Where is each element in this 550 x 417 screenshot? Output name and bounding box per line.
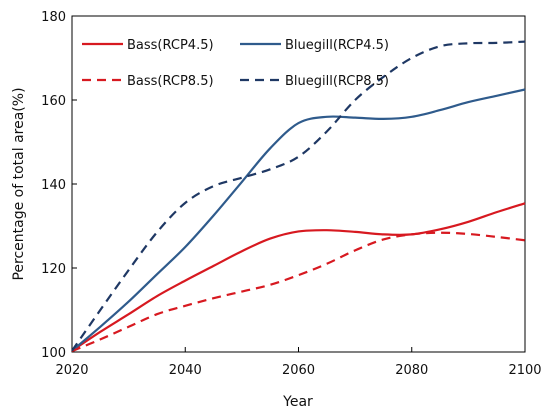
series-line-3 xyxy=(71,40,526,352)
series-line-0 xyxy=(71,202,526,352)
legend-label-0: Bass(RCP4.5) xyxy=(127,38,214,53)
x-axis-ticks: 2020 2040 2060 2080 2100 xyxy=(55,347,542,378)
legend-label-3: Bluegill(RCP8.5) xyxy=(285,74,389,89)
x-axis-title: Year xyxy=(282,394,313,410)
y-tick-label: 180 xyxy=(41,10,66,25)
series-line-2 xyxy=(71,231,526,353)
series-line-1 xyxy=(71,88,526,352)
series-lines xyxy=(71,40,526,353)
y-axis-title: Percentage of total area(%) xyxy=(11,87,27,280)
y-tick-label: 140 xyxy=(41,178,66,193)
legend-label-1: Bluegill(RCP4.5) xyxy=(285,38,389,53)
x-tick-label: 2080 xyxy=(395,363,428,378)
y-axis-ticks: 100 120 140 160 180 xyxy=(41,10,77,361)
x-tick-label: 2020 xyxy=(55,363,88,378)
y-tick-label: 160 xyxy=(41,94,66,109)
y-tick-label: 100 xyxy=(41,346,66,361)
x-tick-label: 2060 xyxy=(282,363,315,378)
plot-frame xyxy=(71,15,526,353)
legend: Bass(RCP4.5) Bluegill(RCP4.5) Bass(RCP8.5)… xyxy=(82,38,389,89)
legend-label-2: Bass(RCP8.5) xyxy=(127,74,214,89)
y-tick-label: 120 xyxy=(41,262,66,277)
x-tick-label: 2100 xyxy=(508,363,541,378)
x-tick-label: 2040 xyxy=(169,363,202,378)
